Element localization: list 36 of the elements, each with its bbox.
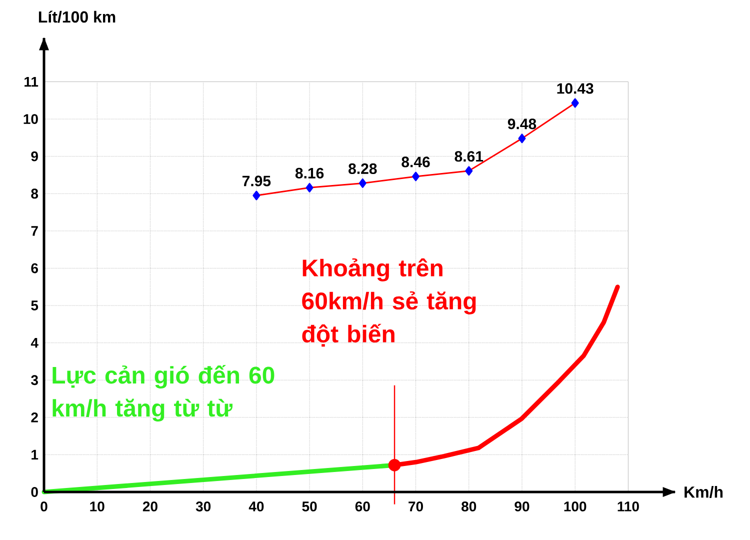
y-tick-label: 8	[31, 188, 38, 199]
y-tick-label: 0	[31, 487, 38, 497]
y-tick-label: 10	[24, 114, 38, 124]
annotation: Lực cản gió đến 60 km/h tăng từ từ	[52, 365, 274, 422]
x-tick-label: 50	[302, 502, 317, 512]
data-label: 8.46	[402, 156, 430, 168]
point	[388, 458, 401, 472]
x-tick-label: 0	[40, 502, 48, 512]
x-axis-title: Km/h	[684, 486, 723, 498]
y-tick-label: 5	[31, 300, 38, 310]
y-axis-title: Lít/100 km	[38, 10, 116, 23]
data-label: 8.28	[348, 163, 377, 174]
y-tick-label: 4	[30, 338, 38, 348]
x-tick-label: 110	[618, 502, 639, 512]
y-tick-label: 1	[32, 450, 38, 460]
x-tick-label: 20	[142, 502, 158, 512]
y-tick-label: 9	[31, 151, 38, 162]
x-tick-label: 10	[90, 502, 104, 512]
annotation: Khoảng trên 60km/h sẻ tăng đột biến	[302, 258, 476, 347]
data-label: 8.61	[454, 151, 484, 162]
x-tick-label: 80	[462, 502, 476, 512]
data-label: 10.43	[557, 83, 594, 94]
data-label: 9.48	[508, 118, 536, 130]
y-tick-label: 6	[31, 263, 38, 274]
y-tick-label: 7	[31, 226, 38, 236]
y-tick-label: 11	[24, 76, 38, 87]
x-tick-label: 40	[248, 502, 264, 512]
y-tick-label: 2	[31, 412, 38, 422]
data-label: 8.16	[295, 168, 324, 178]
x-tick-label: 70	[408, 502, 423, 512]
y-tick-label: 3	[31, 375, 38, 386]
x-tick-label: 100	[564, 502, 586, 512]
x-tick-label: 60	[355, 502, 370, 512]
data-label: 7.95	[242, 176, 271, 186]
x-tick-label: 90	[514, 502, 530, 512]
x-tick-label: 30	[196, 502, 211, 512]
